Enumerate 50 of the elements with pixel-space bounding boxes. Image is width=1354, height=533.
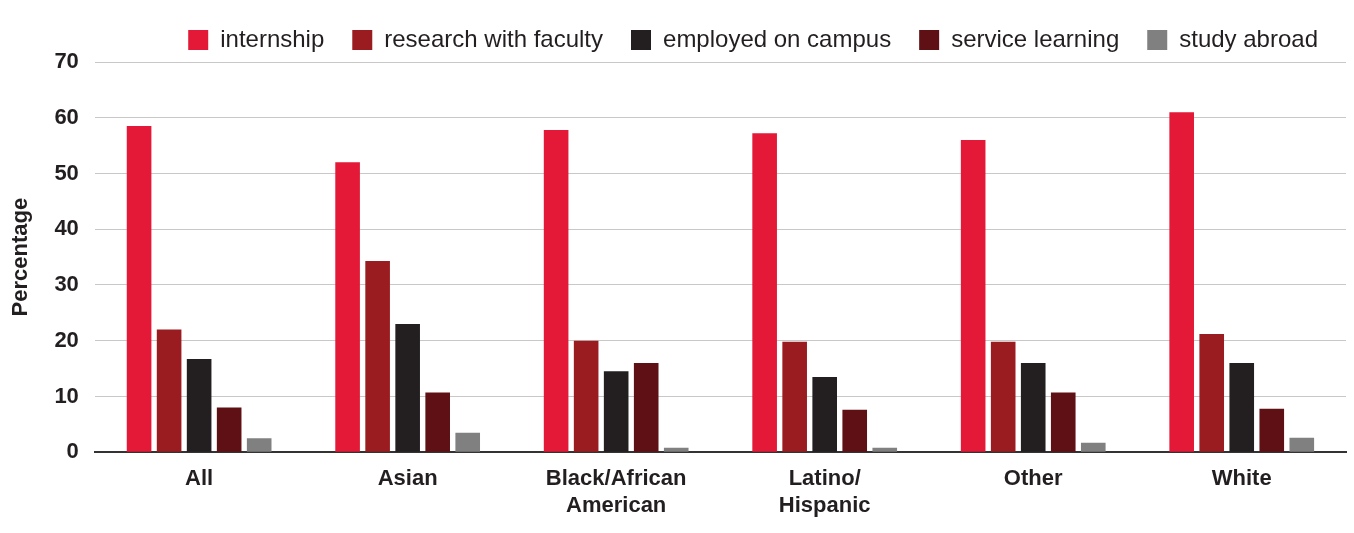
y-tick-label: 0 xyxy=(66,438,79,464)
bar xyxy=(216,407,242,452)
legend-label: research with faculty xyxy=(384,24,604,52)
y-tick-label: 50 xyxy=(54,159,79,185)
bar xyxy=(872,447,898,452)
bar xyxy=(365,261,390,452)
bar xyxy=(156,329,182,452)
y-tick-label: 40 xyxy=(54,215,79,241)
bar xyxy=(960,140,986,452)
bar xyxy=(1169,112,1194,452)
bar xyxy=(1199,334,1225,452)
bar xyxy=(1229,363,1255,452)
legend-label: internship xyxy=(220,24,325,52)
y-tick-label: 20 xyxy=(54,326,79,352)
bar xyxy=(186,359,212,452)
x-tick-label: Latino/ Hispanic xyxy=(778,465,871,517)
y-axis-title: Percentage xyxy=(7,197,33,317)
bar xyxy=(335,162,360,452)
bar xyxy=(603,371,629,452)
bar xyxy=(1050,392,1076,452)
bar xyxy=(573,340,599,452)
legend-label: employed on campus xyxy=(663,24,892,52)
x-tick-label: All xyxy=(185,465,214,491)
y-tick-label: 10 xyxy=(54,382,79,408)
bar xyxy=(1259,408,1285,452)
bar xyxy=(1080,442,1106,452)
x-tick-label: Other xyxy=(1003,465,1063,491)
x-tick-label: Black/African American xyxy=(545,465,687,517)
bar xyxy=(425,392,450,452)
bar xyxy=(1020,363,1046,452)
x-tick-label: Asian xyxy=(377,465,438,491)
bar xyxy=(455,432,481,452)
bar xyxy=(842,409,868,452)
bar xyxy=(395,323,420,452)
bar xyxy=(246,438,272,452)
bar xyxy=(663,447,689,452)
bar xyxy=(543,130,569,452)
bar xyxy=(812,376,838,452)
x-tick-label: White xyxy=(1211,465,1272,491)
bar xyxy=(990,341,1016,452)
legend-label: service learning xyxy=(951,24,1120,52)
y-tick-label: 60 xyxy=(54,103,79,129)
bar xyxy=(782,341,807,452)
bar xyxy=(752,133,777,452)
bar xyxy=(633,363,659,452)
legend-label: study abroad xyxy=(1179,24,1318,52)
bar xyxy=(1289,437,1315,452)
y-tick-label: 70 xyxy=(54,48,79,74)
bar xyxy=(126,126,152,452)
y-tick-label: 30 xyxy=(54,271,79,297)
